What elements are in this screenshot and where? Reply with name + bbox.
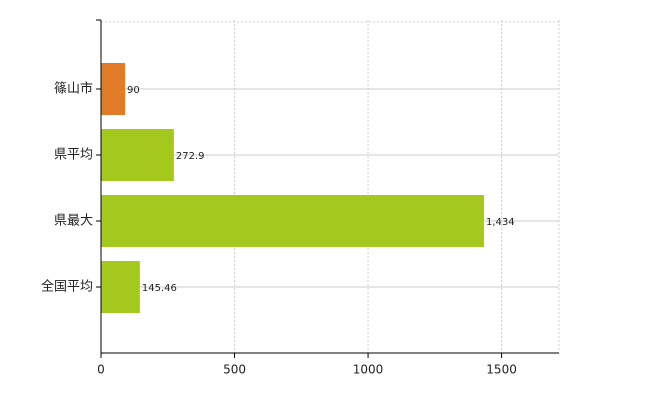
y-tick-label: 全国平均 xyxy=(41,279,93,295)
x-tick-label: 0 xyxy=(97,363,105,377)
y-tick-label: 篠山市 xyxy=(54,81,93,97)
x-tick-label: 1000 xyxy=(353,363,384,377)
bar xyxy=(101,195,484,247)
value-label: 1,434 xyxy=(486,217,515,228)
value-label: 90 xyxy=(127,85,140,96)
x-tick-label: 1500 xyxy=(486,363,517,377)
bar xyxy=(101,129,174,181)
value-label: 272.9 xyxy=(176,151,205,162)
y-tick-label: 県平均 xyxy=(54,148,93,163)
bar xyxy=(101,63,126,115)
bar xyxy=(101,261,140,313)
x-tick-label: 500 xyxy=(223,363,246,377)
y-tick-label: 県最大 xyxy=(54,214,93,229)
value-label: 145.46 xyxy=(142,283,177,294)
